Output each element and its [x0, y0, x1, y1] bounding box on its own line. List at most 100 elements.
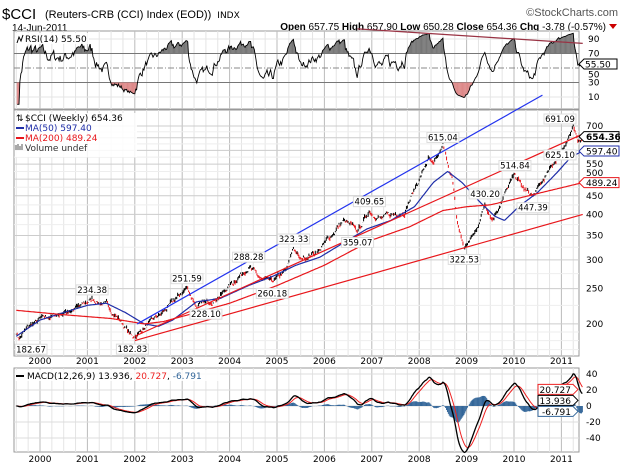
- date-tick-label: 2001: [76, 357, 99, 367]
- open-value: 657.75: [309, 22, 340, 33]
- macd-tag-label: 20.727: [540, 386, 572, 396]
- ma50-line: [15, 150, 583, 337]
- price-annotation: 322.53: [449, 255, 479, 265]
- date-tick-label: 2011: [550, 455, 573, 465]
- price-annotation: 234.38: [77, 286, 107, 296]
- date-tick-label: 2005: [266, 357, 289, 367]
- price-annotation: 251.59: [172, 275, 202, 285]
- price-annotation: 323.33: [279, 235, 309, 245]
- annotation-box: [170, 273, 204, 285]
- annotation-box: [447, 253, 481, 265]
- close-label: Close: [456, 22, 484, 33]
- stockcharts-brand[interactable]: ©StockCharts.com: [526, 7, 618, 19]
- chg-label: Chg: [520, 22, 539, 33]
- date-tick-label: 2000: [29, 357, 52, 367]
- date-tick-label: 2008: [408, 357, 431, 367]
- date-tick-label: 2008: [408, 455, 431, 465]
- macd-name: MACD(12,26,9): [27, 372, 95, 382]
- signal-value: 20.727: [135, 372, 167, 382]
- macd-tick-label: 20: [586, 386, 598, 396]
- date-tick-label: 2009: [455, 357, 478, 367]
- annotation-box: [255, 287, 289, 299]
- price-tag-label: 597.40: [586, 148, 618, 158]
- trendline: [136, 94, 543, 325]
- annotation-box: [352, 196, 386, 208]
- date-tick-label: 2003: [171, 357, 194, 367]
- index-name: (Reuters-CRB (CCI) Index (EOD)): [45, 9, 211, 21]
- price-annotation: 260.18: [257, 289, 287, 299]
- high-value: 657.90: [367, 22, 398, 33]
- price-annotation: 615.04: [428, 133, 458, 143]
- price-tick-label: 700: [586, 122, 603, 132]
- ma200-line: [16, 182, 583, 325]
- low-value: 650.28: [423, 22, 454, 33]
- macd-tag-label: 13.936: [540, 397, 572, 407]
- open-label: Open: [280, 22, 306, 33]
- price-frame: [13, 109, 580, 357]
- price-annotation: 447.39: [518, 204, 548, 214]
- line-chart-icon: [16, 34, 24, 44]
- price-tick-label: 350: [586, 232, 603, 242]
- annotation-box: [498, 160, 532, 172]
- rsi-legend: RSI(14) 55.50: [15, 33, 89, 45]
- ohlc-summary: Open 657.75 High 657.90 Low 650.28 Close…: [280, 22, 606, 33]
- annotation-box: [426, 131, 460, 143]
- date-tick-label: 2006: [313, 357, 336, 367]
- annotation-box: [543, 113, 577, 125]
- annotation-box: [543, 149, 577, 161]
- price-tag-label: 654.36: [586, 133, 620, 143]
- price-tag: [578, 131, 620, 143]
- symbol: $CCI: [2, 6, 36, 23]
- rsi-tick-label: 90: [588, 35, 600, 45]
- date-tick-label: 2004: [218, 455, 241, 465]
- annotation-box: [341, 236, 375, 248]
- price-tag: [578, 177, 620, 189]
- macd-tick-label: -20: [586, 418, 601, 428]
- rsi-tick-label: 10: [588, 93, 600, 103]
- date-tick-label: 2005: [266, 455, 289, 465]
- macd-tag: [537, 383, 579, 395]
- date-tick-label: 2006: [313, 455, 336, 465]
- price-annotation: 691.09: [545, 115, 575, 125]
- date-tick-label: 2010: [503, 357, 526, 367]
- macd-tag: [537, 394, 579, 406]
- macd-legend: MACD(12,26,9) 13.936, 20.727, -6.791: [15, 370, 220, 382]
- rsi-tick-label: 50: [588, 71, 600, 81]
- date-tick-label: 2002: [123, 357, 146, 367]
- price-panel: 182.67 234.38 182.83 251.59 228.10 288.28 260.…: [14, 94, 583, 355]
- annotation-box: [115, 343, 149, 355]
- price-tag: [578, 145, 620, 157]
- ma200-legend-label: MA(200) 489.24: [25, 134, 98, 144]
- chg-value: -3.78 (-0.57%): [542, 22, 606, 33]
- macd-tag-label: -6.791: [542, 408, 571, 418]
- volume-icon: [15, 144, 23, 150]
- rsi-tick-label: 30: [588, 79, 600, 89]
- price-tick-label: 400: [586, 210, 603, 220]
- date-tick-label: 2010: [503, 455, 526, 465]
- date-tick-label: 2001: [76, 455, 99, 465]
- annotation-box: [232, 251, 266, 263]
- chart-header: $CCI (Reuters-CRB (CCI) Index (EOD)) IND…: [2, 6, 618, 34]
- low-label: Low: [400, 22, 420, 33]
- annotation-box: [75, 284, 109, 296]
- macd-tag: [537, 405, 579, 417]
- price-annotation: 625.10: [545, 151, 575, 161]
- axes: 907050301040200-20-402002503003504004505…: [29, 35, 620, 465]
- price-annotation: 430.20: [470, 190, 500, 200]
- price-tick-label: 450: [586, 192, 603, 202]
- price-tick-label: 200: [586, 320, 603, 330]
- price-legend-label: $CCI (Weekly) 654.36: [25, 114, 123, 124]
- rsi-tag-label: 55.50: [585, 61, 611, 71]
- macd-tick-label: 0: [586, 402, 592, 412]
- annotation-box: [468, 188, 502, 200]
- price-annotation: 359.07: [343, 238, 373, 248]
- date-tick-label: 2000: [29, 455, 52, 465]
- date-tick-label: 2002: [123, 455, 146, 465]
- price-tick-label: 250: [586, 285, 603, 295]
- price-annotation: 182.83: [118, 345, 148, 355]
- macd-line: [16, 373, 583, 454]
- rsi-tick-label: 70: [588, 50, 600, 60]
- annotation-box: [14, 343, 48, 355]
- exchange: INDX: [217, 11, 239, 21]
